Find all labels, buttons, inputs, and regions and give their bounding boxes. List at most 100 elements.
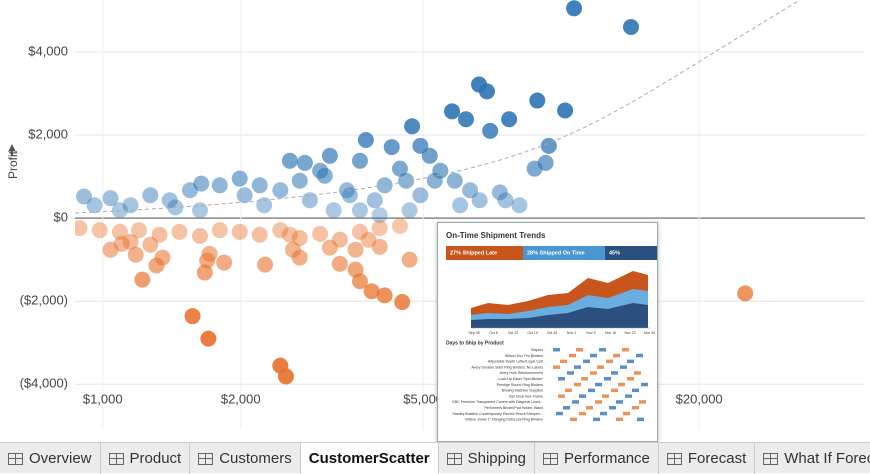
ship-mark [558, 377, 565, 381]
data-point [161, 192, 178, 209]
ship-mark [590, 371, 597, 375]
product-label: Binding Machine Supplies [502, 389, 544, 393]
data-point [341, 187, 358, 204]
data-point [211, 222, 228, 239]
tab-bar: Overview Product Customers CustomerScatter S… [0, 442, 870, 474]
tab[interactable]: Overview [0, 443, 101, 474]
tab-icon [108, 453, 124, 465]
data-point [444, 103, 461, 120]
data-point [331, 255, 348, 272]
ship-mark [625, 394, 632, 398]
product-label: Lock-Up Easel 'Spel-Binder' [498, 377, 543, 381]
tab[interactable]: Performance [535, 443, 659, 474]
data-point [111, 223, 128, 240]
tab-label: Forecast [687, 450, 747, 467]
ship-mark [569, 353, 576, 358]
data-point [296, 154, 313, 171]
data-point [281, 152, 298, 169]
ship-mark [639, 400, 646, 404]
data-point [452, 197, 469, 214]
ship-mark [563, 406, 570, 410]
data-point [376, 287, 393, 304]
ship-mark [553, 348, 560, 352]
ship-mark [583, 359, 590, 364]
ship-mark [632, 406, 639, 410]
data-point [151, 226, 168, 243]
data-point [312, 162, 329, 179]
data-point [404, 118, 421, 135]
data-point [351, 273, 368, 290]
data-point [184, 308, 201, 325]
data-point [193, 175, 210, 192]
tab-icon [446, 453, 462, 465]
data-point [75, 220, 88, 237]
ship-mark [600, 411, 607, 416]
tab[interactable]: What If Forecast [755, 443, 870, 474]
product-label: Prestige Round Ring Binders [497, 383, 544, 387]
data-point [102, 241, 119, 258]
ship-mark [579, 394, 586, 398]
data-point [391, 160, 408, 177]
ship-mark [618, 382, 625, 387]
data-point [398, 172, 415, 189]
tab[interactable]: Product [101, 443, 191, 474]
data-point [471, 192, 488, 209]
data-point [251, 226, 268, 243]
ship-mark [597, 365, 604, 369]
tab-label: Customers [219, 450, 292, 467]
tooltip: On-Time Shipment Trends 27% Shipped Late… [437, 222, 658, 442]
data-point [351, 152, 368, 169]
ship-mark [558, 394, 565, 398]
data-point [312, 225, 329, 242]
tab[interactable]: Forecast [659, 443, 756, 474]
product-label: GBC Premium Transparent Covers with Diag… [452, 400, 543, 404]
data-point [75, 188, 92, 205]
data-point [401, 202, 418, 219]
ship-mark [641, 382, 648, 387]
ship-mark [620, 365, 627, 369]
data-point [192, 227, 209, 244]
ship-mark [574, 382, 581, 387]
ship-mark [565, 388, 572, 393]
x-tick-label: $1,000 [83, 391, 123, 406]
tab-icon [666, 453, 682, 465]
data-point [200, 330, 217, 347]
data-point [216, 254, 233, 271]
tab[interactable]: Shipping [439, 443, 536, 474]
ship-mark [613, 353, 620, 358]
ship-mark [560, 359, 567, 364]
tab-icon [198, 453, 214, 465]
data-point [272, 182, 289, 199]
ship-mark [567, 371, 574, 375]
data-point [357, 132, 374, 149]
y-tick-label: ($2,000) [20, 293, 68, 308]
tab[interactable]: Customers [190, 443, 301, 474]
data-point [131, 222, 148, 239]
data-point [277, 368, 294, 385]
data-point [394, 294, 411, 311]
product-label: Stanley Bostitch Contemporary Electric P… [452, 412, 543, 416]
data-point [412, 137, 429, 154]
ship-mark [593, 417, 600, 422]
product-label: Avery Durable Slant Ring Binders, No Lab… [471, 365, 543, 369]
x-tick-label: $5,000 [403, 391, 443, 406]
ship-mark [579, 411, 586, 416]
y-tick-label: $2,000 [28, 126, 68, 141]
data-point [134, 271, 151, 288]
date-label: Nov 2 [567, 331, 576, 335]
date-label: Nov 16 [605, 331, 616, 335]
data-point [127, 246, 144, 263]
data-point [737, 285, 754, 302]
y-tick-label: $0 [54, 210, 68, 225]
data-point [371, 238, 388, 255]
product-label: Bar Clear Box Frame [509, 394, 543, 398]
data-point [412, 187, 429, 204]
ship-mark [616, 400, 623, 404]
ship-mark [574, 365, 581, 369]
data-point [111, 202, 128, 219]
data-point [622, 19, 639, 36]
data-point [113, 235, 130, 252]
tab-label: What If Forecast [784, 450, 870, 467]
trend-line [75, 0, 801, 214]
tab[interactable]: CustomerScatter [300, 443, 439, 474]
